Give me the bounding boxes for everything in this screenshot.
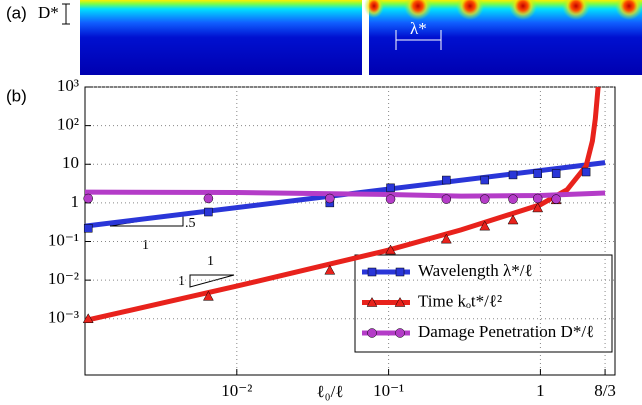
marker	[442, 175, 451, 185]
marker	[507, 214, 519, 225]
marker	[83, 224, 93, 233]
legend-marker	[367, 328, 377, 338]
marker	[581, 167, 591, 177]
marker	[203, 193, 214, 204]
legend-label: Damage Penetration D*/ℓ	[418, 322, 594, 341]
marker	[508, 170, 518, 180]
x-tick-label: 1	[536, 381, 545, 400]
y-tick-label: 10	[62, 153, 79, 172]
bracket	[62, 3, 70, 25]
y-tick-label: 10³	[57, 76, 79, 95]
annotation: 1	[207, 254, 214, 269]
marker	[386, 183, 395, 193]
legend-marker	[366, 296, 378, 307]
marker	[532, 193, 543, 204]
x-tick-label: 8/3	[594, 381, 616, 400]
legend-label: Time kₒt*/ℓ²	[418, 291, 502, 310]
marker	[385, 194, 396, 204]
marker	[204, 207, 213, 217]
slope-triangle	[189, 274, 235, 288]
x-tick-label: 10⁻²	[221, 381, 252, 400]
y-tick-label: 1	[71, 192, 80, 211]
marker	[533, 169, 542, 178]
x-tick-label: 10⁻¹	[373, 381, 404, 400]
marker	[202, 290, 214, 301]
marker	[479, 220, 491, 231]
marker	[325, 193, 335, 204]
annotation: 1	[142, 238, 149, 253]
y-tick-label: 10⁻¹	[48, 230, 79, 249]
legend-label: Wavelength λ*/ℓ	[418, 261, 533, 280]
panel-label: (a)	[6, 3, 27, 22]
field-image	[80, 0, 362, 75]
y-tick-label: 10⁻³	[48, 308, 79, 327]
marker	[532, 202, 544, 213]
damage-spots	[364, 0, 642, 20]
annotation: 1	[178, 274, 185, 289]
marker	[441, 194, 452, 204]
marker	[480, 175, 490, 185]
marker	[551, 194, 561, 204]
y-tick-label: 10⁻²	[48, 269, 79, 288]
image-label: D*	[38, 3, 59, 22]
marker	[440, 233, 452, 244]
x-axis-label: ℓ₀/ℓ	[317, 382, 344, 401]
marker	[508, 194, 518, 204]
y-tick-label: 10²	[57, 115, 79, 134]
legend-marker	[395, 267, 405, 277]
marker	[324, 264, 336, 275]
legend-marker	[395, 328, 405, 338]
bracket	[395, 30, 442, 50]
legend-marker	[367, 267, 377, 277]
image-label: λ*	[410, 19, 427, 38]
fit-line	[85, 189, 606, 199]
marker	[82, 313, 94, 324]
marker	[83, 193, 93, 204]
legend-marker	[394, 296, 406, 307]
panel-label: (b)	[6, 86, 27, 105]
marker	[385, 244, 396, 255]
marker	[480, 194, 490, 204]
annotation: .5	[185, 216, 196, 231]
marker	[551, 169, 561, 178]
